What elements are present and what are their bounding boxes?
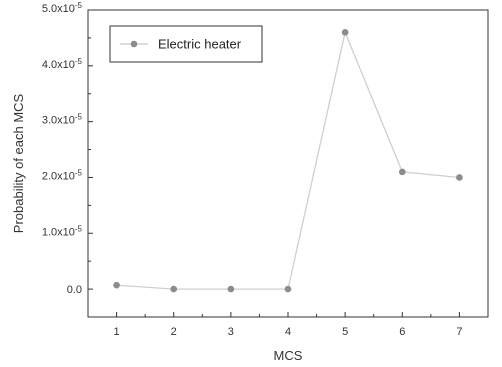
x-axis-ticks: 1 2 3 4 5 6 7 <box>87 312 489 338</box>
data-point <box>227 285 235 293</box>
x-tick-label: 1 <box>114 326 120 338</box>
data-point <box>170 285 178 293</box>
data-point <box>284 285 292 293</box>
data-point <box>456 174 463 181</box>
y-tick-label: 1.0x10-5 <box>42 224 83 238</box>
data-point <box>341 29 349 36</box>
y-tick-label: 5.0x10-5 <box>42 1 83 15</box>
x-tick-label: 6 <box>399 326 405 338</box>
legend-box <box>109 25 263 63</box>
series-layer <box>113 29 463 293</box>
x-tick-label: 2 <box>171 326 177 338</box>
data-point <box>113 281 120 289</box>
data-point <box>398 168 406 176</box>
y-tick-label: 0.0 <box>67 284 82 296</box>
legend-marker-sample <box>130 40 138 48</box>
x-tick-label: 3 <box>228 326 234 338</box>
x-axis-title: MCS <box>274 348 303 363</box>
y-axis-title: Probability of each MCS <box>11 93 26 233</box>
x-tick-label: 4 <box>285 326 291 338</box>
x-tick-label: 5 <box>342 326 348 338</box>
y-tick-label: 2.0x10-5 <box>42 168 83 182</box>
y-tick-label: 4.0x10-5 <box>42 57 83 71</box>
series-line <box>116 30 460 290</box>
x-tick-label: 7 <box>456 326 462 338</box>
y-axis-ticks: 0.0 1.0x10-5 2.0x10-5 3.0x10-5 4.0x10-5 5.0x1… <box>42 1 93 296</box>
y-tick-label: 3.0x10-5 <box>42 113 83 127</box>
legend-label: Electric heater <box>158 37 242 52</box>
legend: Electric heater <box>109 25 263 63</box>
